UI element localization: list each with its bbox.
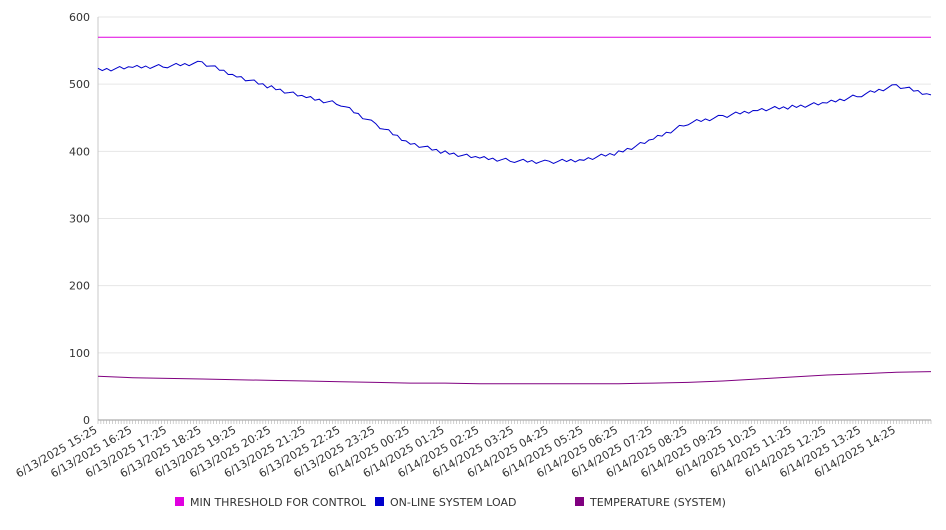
legend-item-on-line-system-load: ON-LINE SYSTEM LOAD — [375, 496, 516, 509]
y-tick-label: 400 — [69, 145, 90, 158]
legend: MIN THRESHOLD FOR CONTROL ON-LINE SYSTEM … — [175, 496, 726, 509]
legend-item-temperature-system: TEMPERATURE (SYSTEM) — [575, 496, 726, 509]
y-tick-label: 0 — [83, 414, 90, 427]
legend-swatch — [375, 497, 384, 506]
grid-layer — [98, 16, 931, 354]
y-tick-label: 200 — [69, 280, 90, 293]
legend-swatch — [175, 497, 184, 506]
legend-label: TEMPERATURE (SYSTEM) — [589, 496, 726, 509]
series-line-temperature-system — [97, 371, 932, 385]
legend-swatch — [575, 497, 584, 506]
legend-item-min-threshold-for-control: MIN THRESHOLD FOR CONTROL — [175, 496, 367, 509]
axis-layer: 0 100 200 300 400 500 600 — [69, 11, 932, 427]
x-tick-labels: 6/13/2025 15:256/13/2025 16:256/13/2025 … — [14, 423, 898, 480]
series-line-on-line-system-load — [97, 60, 932, 165]
y-tick-label: 300 — [69, 213, 90, 226]
series-layer — [97, 36, 932, 385]
y-tick-label: 100 — [69, 347, 90, 360]
legend-label: ON-LINE SYSTEM LOAD — [390, 496, 516, 509]
y-tick-label: 500 — [69, 78, 90, 91]
legend-label: MIN THRESHOLD FOR CONTROL — [190, 496, 367, 509]
y-tick-label: 600 — [69, 11, 90, 24]
